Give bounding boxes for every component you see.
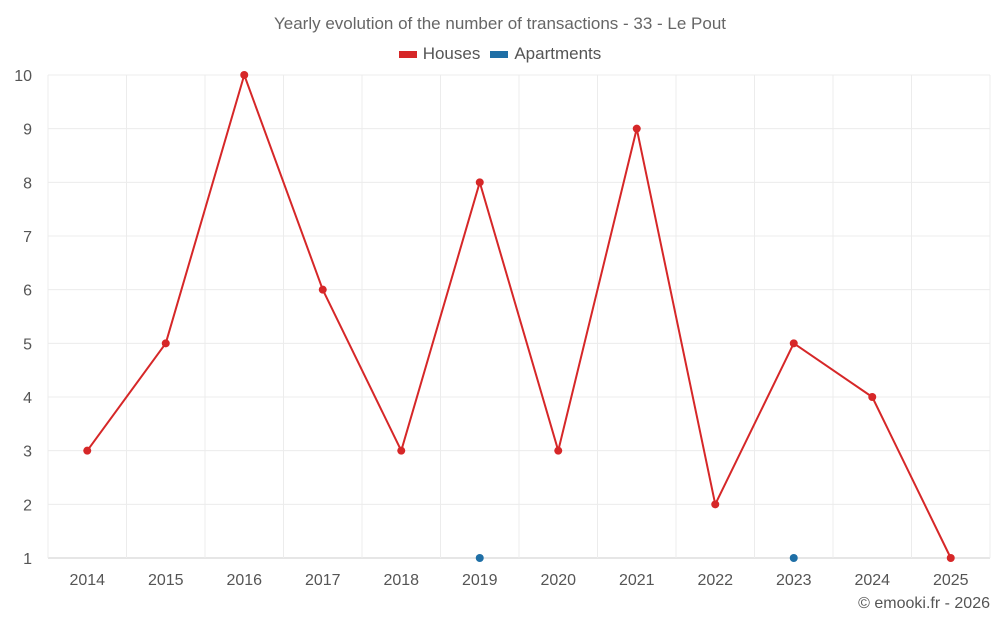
data-point-houses bbox=[554, 446, 563, 455]
x-tick-label: 2021 bbox=[619, 572, 655, 589]
data-point-apartments bbox=[789, 554, 798, 562]
data-point-houses bbox=[868, 393, 877, 401]
data-point-apartments bbox=[475, 554, 484, 562]
data-point-houses bbox=[711, 500, 720, 509]
data-point-houses bbox=[475, 178, 484, 187]
y-tick-label: 7 bbox=[23, 229, 32, 246]
legend-swatch-apartments bbox=[490, 50, 509, 58]
legend-item-apartments[interactable]: Apartments bbox=[490, 44, 601, 64]
x-tick-label: 2017 bbox=[305, 572, 341, 589]
x-tick-label: 2019 bbox=[462, 572, 498, 589]
data-point-houses bbox=[789, 339, 798, 348]
data-point-houses bbox=[83, 446, 92, 455]
x-tick-label: 2025 bbox=[933, 572, 969, 589]
y-tick-label: 1 bbox=[23, 551, 32, 568]
data-point-houses bbox=[240, 71, 249, 79]
y-tick-label: 9 bbox=[23, 122, 32, 139]
data-point-houses bbox=[318, 285, 327, 294]
x-tick-label: 2016 bbox=[226, 572, 262, 589]
y-tick-label: 3 bbox=[23, 444, 32, 461]
legend-label-houses: Houses bbox=[422, 44, 481, 63]
y-tick-label: 2 bbox=[23, 497, 32, 514]
x-tick-label: 2024 bbox=[854, 572, 890, 589]
x-tick-label: 2022 bbox=[697, 572, 733, 589]
legend-label-apartments: Apartments bbox=[514, 44, 602, 63]
legend-swatch-houses bbox=[398, 50, 417, 58]
x-tick-label: 2015 bbox=[148, 572, 184, 589]
series-line-houses bbox=[86, 74, 952, 559]
x-tick-label: 2018 bbox=[383, 572, 419, 589]
x-tick-label: 2014 bbox=[69, 572, 105, 589]
x-tick-label: 2020 bbox=[540, 572, 576, 589]
data-point-houses bbox=[632, 124, 641, 133]
y-tick-label: 5 bbox=[23, 336, 32, 353]
data-point-houses bbox=[946, 554, 955, 562]
y-tick-label: 6 bbox=[23, 283, 32, 300]
data-point-houses bbox=[161, 339, 170, 348]
y-tick-label: 10 bbox=[14, 68, 32, 85]
chart-title: Yearly evolution of the number of transa… bbox=[273, 14, 727, 33]
data-point-houses bbox=[397, 446, 406, 455]
y-tick-label: 8 bbox=[23, 175, 32, 192]
legend-item-houses[interactable]: Houses bbox=[398, 44, 481, 64]
credit-text: © emooki.fr - 2026 bbox=[858, 595, 990, 612]
x-tick-label: 2023 bbox=[776, 572, 812, 589]
y-tick-label: 4 bbox=[23, 390, 32, 407]
legend: Houses Apartments bbox=[0, 44, 1000, 64]
